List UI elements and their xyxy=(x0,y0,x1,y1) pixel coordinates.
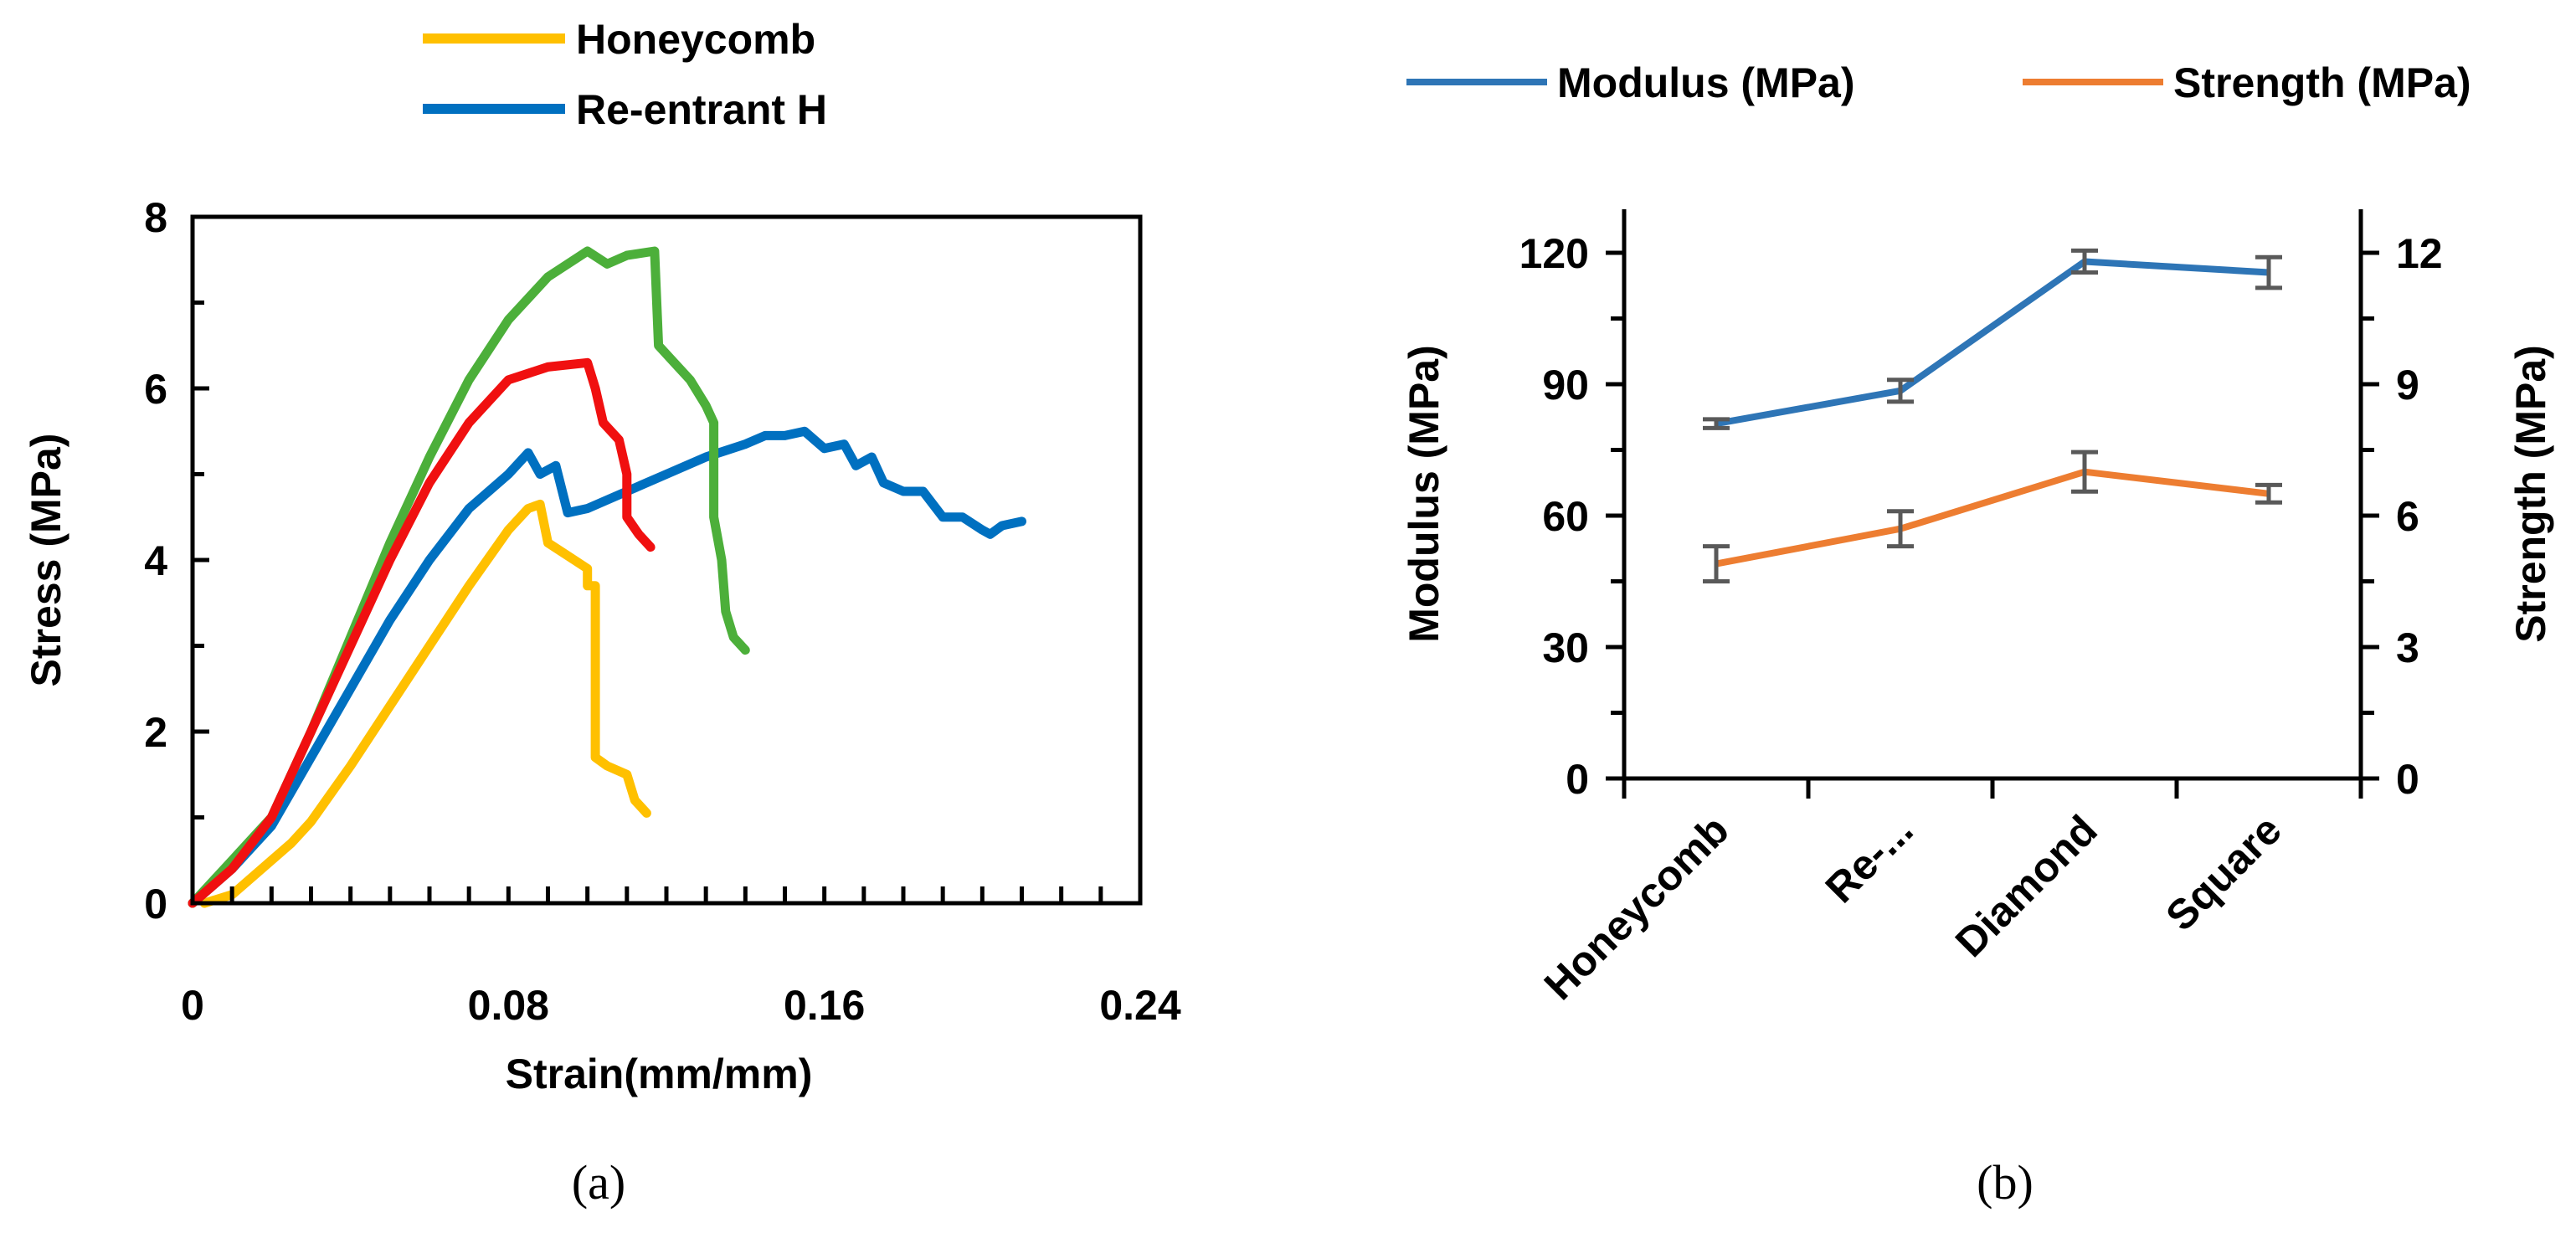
y-tick-label-4: 4 xyxy=(144,537,167,584)
y-tick-label-6: 6 xyxy=(144,366,167,413)
error-bar-modulus-mpa-diamond xyxy=(2071,248,2098,275)
series-line-modulus-mpa xyxy=(1715,258,2270,428)
category-label-honeycomb: Honeycomb xyxy=(1535,806,1738,1009)
y-tick-label-8: 8 xyxy=(144,194,167,241)
panel-b-right-y-axis-label: Strength (MPa) xyxy=(2507,345,2554,643)
legend-label-strength: Strength (MPa) xyxy=(2173,59,2471,106)
panel-a-x-ticks: 0 0.08 0.16 0.24 xyxy=(181,886,1181,1029)
panel-b-x-ticks: Honeycomb Re-... Diamond Square xyxy=(1535,778,2363,1009)
x-tick-label-0-16: 0.16 xyxy=(784,982,865,1029)
panel-a-y-ticks: 0 2 4 6 8 xyxy=(144,194,209,927)
y-tick-label-2: 2 xyxy=(144,709,167,756)
category-label-re: Re-... xyxy=(1817,806,1922,912)
y-tick-label-0: 0 xyxy=(144,881,167,927)
error-bar-modulus-mpa-re xyxy=(1887,378,1914,404)
x-tick-label-0-08: 0.08 xyxy=(468,982,549,1029)
left-y-tick-label-60: 60 xyxy=(1542,493,1589,540)
left-y-tick-label-30: 30 xyxy=(1542,624,1589,671)
left-y-tick-label-90: 90 xyxy=(1542,362,1589,408)
right-y-tick-label-12: 12 xyxy=(2396,230,2443,277)
series-line-re-entrant-h xyxy=(188,426,1026,908)
right-y-tick-label-9: 9 xyxy=(2396,362,2419,408)
right-y-tick-label-0: 0 xyxy=(2396,756,2419,803)
error-bar-strength-mpa-honeycomb xyxy=(1703,544,1730,583)
panel-b-caption: (b) xyxy=(1977,1155,2034,1210)
panel-a-legend: Honeycomb Re-entrant H xyxy=(423,16,827,133)
error-bar-modulus-mpa-honeycomb xyxy=(1703,417,1730,430)
x-tick-label-0-24: 0.24 xyxy=(1099,982,1181,1029)
panel-b-modulus-strength-chart: Modulus (MPa) Strength (MPa) 0306090120 … xyxy=(1401,59,2554,1210)
panel-b-left-y-axis-label: Modulus (MPa) xyxy=(1401,345,1447,643)
panel-b-left-y-ticks: 0 30 60 90 120 xyxy=(1519,230,1624,803)
series-line-strength-mpa xyxy=(1715,468,2270,568)
category-label-square: Square xyxy=(2157,806,2290,939)
panel-a-plot-frame xyxy=(190,214,1143,906)
panel-a-series xyxy=(188,246,1026,908)
panel-b-legend: Modulus (MPa) Strength (MPa) xyxy=(1406,59,2471,106)
legend-label-re-entrant: Re-entrant H xyxy=(576,86,827,133)
legend-label-modulus: Modulus (MPa) xyxy=(1557,59,1855,106)
panel-a-stress-strain-chart: Honeycomb Re-entrant H 0 2 4 6 8 0 0.08 0.16 0.… xyxy=(23,16,1181,1210)
error-bar-modulus-mpa-square xyxy=(2255,254,2282,290)
legend-label-honeycomb: Honeycomb xyxy=(576,16,815,63)
panel-b-series xyxy=(1703,248,2282,583)
panel-b-right-y-ticks: 0 3 6 9 12 xyxy=(2361,230,2443,803)
error-bar-strength-mpa-re xyxy=(1887,509,1914,549)
x-tick-label-0: 0 xyxy=(181,982,204,1029)
panel-a-y-axis-label: Stress (MPa) xyxy=(23,434,69,687)
category-label-diamond: Diamond xyxy=(1946,806,2106,966)
right-y-tick-label-6: 6 xyxy=(2396,493,2419,540)
left-y-tick-label-120: 120 xyxy=(1519,230,1589,277)
panel-a-caption: (a) xyxy=(572,1155,625,1210)
panel-a-x-axis-label: Strain(mm/mm) xyxy=(506,1051,813,1097)
series-line-honeycomb xyxy=(199,499,651,908)
right-y-tick-label-3: 3 xyxy=(2396,624,2419,671)
left-y-tick-label-0: 0 xyxy=(1566,756,1589,803)
series-line-square xyxy=(188,357,656,908)
error-bar-strength-mpa-square xyxy=(2255,482,2282,505)
error-bar-strength-mpa-diamond xyxy=(2071,450,2098,494)
